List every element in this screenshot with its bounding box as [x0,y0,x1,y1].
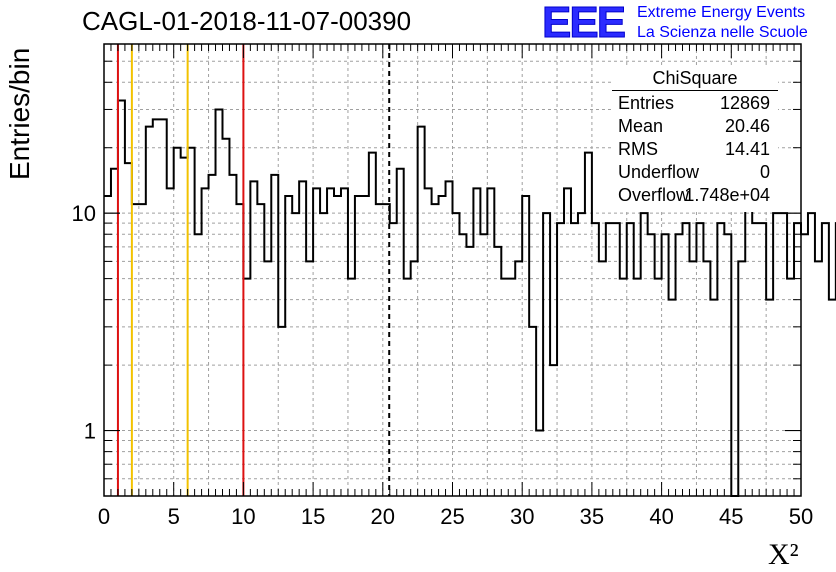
x-tick-label: 5 [168,504,180,529]
x-tick-label: 15 [301,504,325,529]
stats-key: Mean [618,116,664,136]
chart-title: CAGL-01-2018-11-07-00390 [82,6,412,36]
stats-row-overflow: Overflow 1.748e+04 [618,185,770,207]
stats-value: 20.46 [724,116,770,136]
x-axis-label: X² [768,538,799,571]
x-tick-label: 45 [719,504,743,529]
x-tick-label: 50 [789,504,813,529]
stats-box: ChiSquare Entries 12869 Mean 20.46 RMS 1… [612,66,778,212]
stats-divider [612,90,778,91]
y-tick-label: 1 [84,419,96,444]
stats-key: Underflow [618,162,700,182]
stats-row-mean: Mean 20.46 [618,116,770,138]
histogram-series [104,99,836,497]
stats-key: RMS [618,139,658,159]
stats-value: 14.41 [724,139,770,159]
x-tick-label: 35 [580,504,604,529]
x-tick-label: 20 [371,504,395,529]
logo-line-1: Extreme Energy Events [637,4,806,21]
x-tick-label: 25 [440,504,464,529]
stats-key: Entries [618,93,675,113]
x-tick-label: 40 [649,504,673,529]
stats-key: Overflow [618,185,690,205]
x-tick-label: 10 [231,504,255,529]
x-tick-label: 0 [98,504,110,529]
stats-title: ChiSquare [652,68,738,88]
stats-value: 1.748e+04 [684,185,770,205]
stats-row-underflow: Underflow 0 [618,162,770,184]
x-tick-label: 30 [510,504,534,529]
stats-row-entries: Entries 12869 [618,93,770,115]
y-axis-label: Entries/bin [4,47,35,180]
eee-logo: EEE [541,0,626,48]
stats-value: 0 [759,162,770,182]
logo-line-2: La Scienza nelle Scuole [637,24,808,41]
logo-caption: Extreme Energy Events La Scienza nelle S… [637,3,808,43]
stats-row-rms: RMS 14.41 [618,139,770,161]
stats-value: 12869 [719,93,770,113]
y-tick-label: 10 [72,201,96,226]
